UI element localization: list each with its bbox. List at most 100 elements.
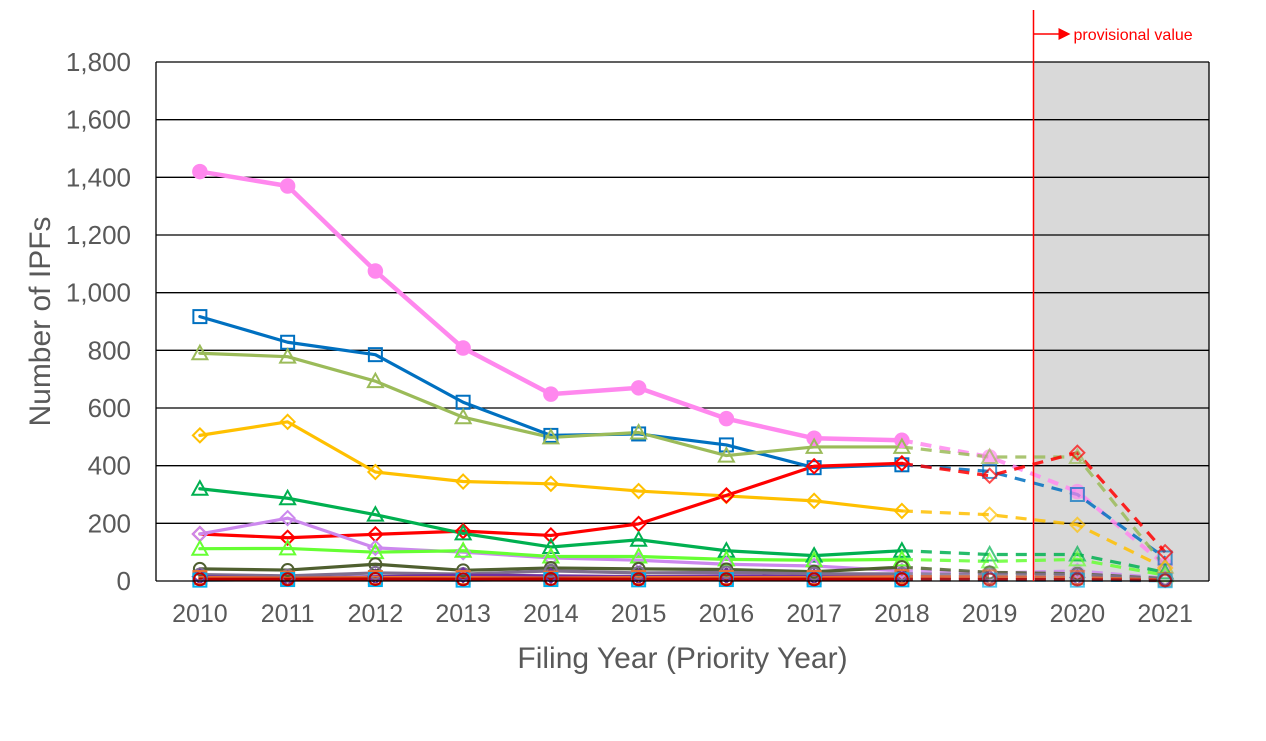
x-tick-label: 2020 xyxy=(1050,600,1106,628)
data-point xyxy=(631,572,646,587)
data-point xyxy=(454,522,472,540)
gridlines xyxy=(156,61,1209,524)
data-point xyxy=(717,486,735,504)
data-point xyxy=(192,163,208,180)
data-point xyxy=(804,437,824,454)
data-point xyxy=(1068,544,1087,562)
data-point xyxy=(543,571,558,586)
y-axis-title: Number of IPFs xyxy=(24,216,57,426)
data-point xyxy=(366,463,384,481)
data-point xyxy=(541,537,561,554)
y-tick-label: 400 xyxy=(88,451,131,481)
data-point xyxy=(894,572,909,587)
data-point xyxy=(279,529,297,547)
data-point xyxy=(453,541,473,558)
data-point xyxy=(631,426,647,442)
data-point xyxy=(1068,516,1086,534)
data-point xyxy=(892,437,912,454)
y-tick-label: 200 xyxy=(88,508,131,538)
data-point xyxy=(1068,444,1086,462)
tick-labels: 0 200 400 600 800 1,000 1,200 1,400 1,600 1,800 20… xyxy=(66,47,1193,628)
data-point xyxy=(980,544,999,562)
data-point xyxy=(629,422,648,440)
provisional-arrow-head xyxy=(1058,28,1071,40)
data-point xyxy=(805,457,823,475)
data-point xyxy=(453,523,473,541)
x-tick-label: 2017 xyxy=(786,600,842,628)
series-line-dashed xyxy=(901,569,1166,580)
x-axis-title: Filing Year (Priority Year) xyxy=(517,642,847,675)
data-point xyxy=(980,447,999,465)
x-tick-label: 2015 xyxy=(611,600,667,628)
data-point xyxy=(455,340,471,356)
data-point xyxy=(981,506,999,524)
data-point xyxy=(804,546,824,563)
data-point xyxy=(366,505,385,522)
provisional-shaded-region xyxy=(1033,62,1209,581)
data-point xyxy=(1156,543,1174,561)
x-tick-label: 2018 xyxy=(874,600,930,628)
data-point xyxy=(629,530,648,547)
data-point xyxy=(366,539,384,557)
series-line-solid xyxy=(198,314,904,470)
data-point xyxy=(893,454,911,472)
data-point xyxy=(367,347,383,363)
series-line-dashed xyxy=(901,557,1166,577)
y-tick-label: 600 xyxy=(88,393,131,423)
data-point xyxy=(1155,562,1175,580)
y-tick-label: 1,200 xyxy=(66,220,131,250)
data-point xyxy=(366,371,385,389)
data-point xyxy=(280,572,295,587)
data-point xyxy=(543,386,559,402)
y-tick-label: 1,000 xyxy=(66,278,131,308)
data-point xyxy=(805,492,823,510)
series-line-dashed xyxy=(901,572,1166,581)
data-point xyxy=(456,572,471,587)
series-line-dashed xyxy=(901,509,1166,570)
data-point xyxy=(278,488,297,506)
series-markers xyxy=(190,163,1175,589)
data-point xyxy=(279,413,297,431)
data-point xyxy=(278,347,297,364)
data-point xyxy=(192,561,207,576)
data-point xyxy=(453,407,473,425)
series-line-solid xyxy=(198,461,904,540)
data-point xyxy=(981,467,999,485)
data-point xyxy=(192,572,207,587)
series-line-dashed xyxy=(901,577,1166,583)
provisional-label: provisional value xyxy=(1074,27,1193,44)
x-tick-label: 2014 xyxy=(523,600,579,628)
data-point xyxy=(278,538,297,556)
y-tick-label: 800 xyxy=(88,335,131,365)
x-tick-label: 2012 xyxy=(348,600,404,628)
series-lines xyxy=(197,169,1167,583)
series-line-solid xyxy=(198,351,904,458)
data-point xyxy=(892,549,912,567)
data-point xyxy=(1069,487,1085,502)
data-point xyxy=(893,502,911,520)
data-point xyxy=(454,473,472,490)
data-point xyxy=(280,563,295,578)
data-point xyxy=(190,539,210,556)
data-point xyxy=(190,343,210,361)
y-tick-label: 1,600 xyxy=(66,105,131,135)
data-point xyxy=(717,446,736,463)
data-point xyxy=(279,509,297,527)
data-point xyxy=(1069,483,1086,500)
data-point xyxy=(718,410,735,427)
data-point xyxy=(980,551,999,569)
data-point xyxy=(1070,572,1085,587)
data-point xyxy=(982,572,997,587)
y-tick-label: 1,800 xyxy=(66,47,131,77)
data-point xyxy=(190,479,210,496)
y-tick-label: 1,400 xyxy=(66,162,131,192)
provisional-annotation: provisional value xyxy=(1032,10,1193,581)
data-point xyxy=(192,309,208,325)
data-point xyxy=(718,437,734,453)
series-line-solid xyxy=(198,420,904,513)
x-tick-label: 2019 xyxy=(962,600,1018,628)
series-line-solid xyxy=(198,546,904,562)
series-line-dashed xyxy=(901,549,1166,574)
data-point xyxy=(542,527,560,544)
series-line-dashed xyxy=(901,445,1167,568)
